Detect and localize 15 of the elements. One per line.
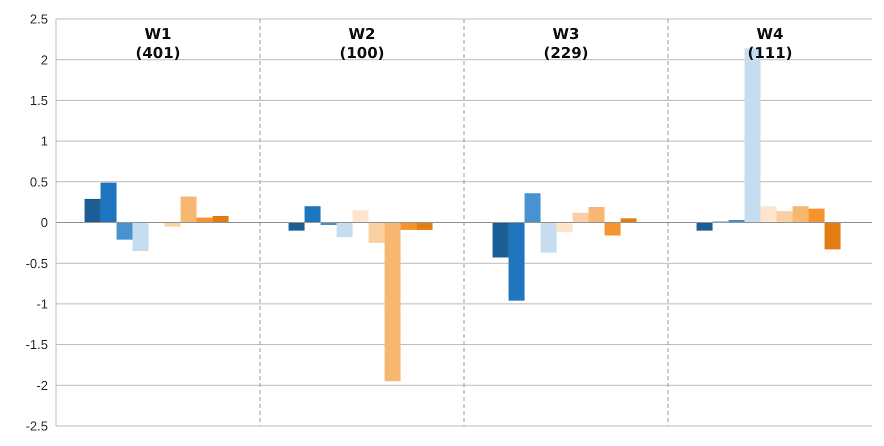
y-tick-label: 1 [40, 134, 48, 149]
y-tick-label: -1 [36, 296, 48, 312]
x-tick-label: W4 (111) [747, 25, 793, 62]
y-tick-label: 2 [40, 52, 48, 68]
x-tick-label: W1 (401) [135, 25, 181, 62]
y-tick-label: 2.5 [30, 12, 48, 27]
y-tick-label: -0.5 [26, 256, 48, 271]
y-tick-label: -2 [36, 378, 48, 393]
y-tick-label: -2.5 [26, 418, 48, 434]
y-tick-label: 0 [40, 215, 48, 230]
y-tick-label: 0.5 [30, 174, 48, 190]
y-tick-label: -1.5 [26, 337, 48, 352]
x-tick-label: W3 (229) [543, 25, 589, 62]
y-tick-label: 1.5 [30, 93, 48, 108]
x-tick-label: W2 (100) [339, 25, 385, 62]
